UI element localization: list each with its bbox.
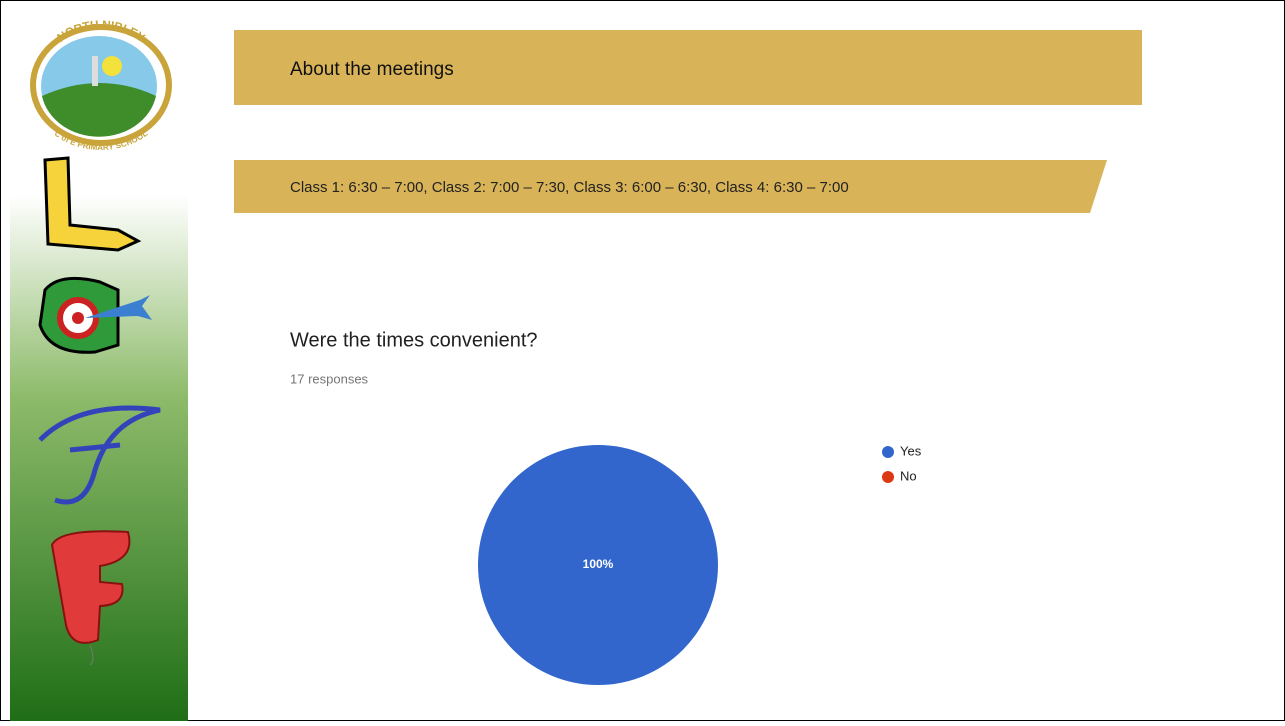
banner-text: Class 1: 6:30 – 7:00, Class 2: 7:00 – 7:…: [290, 179, 849, 196]
banner: [234, 160, 1107, 213]
header-bar: [234, 30, 1142, 105]
legend-label: Yes: [900, 443, 922, 458]
slice-label: 100%: [583, 557, 614, 571]
header-title: About the meetings: [290, 59, 454, 80]
pie-slice: [478, 445, 718, 685]
chart-subtitle: 17 responses: [290, 371, 369, 386]
legend-label: No: [900, 468, 917, 483]
letter-f-balloon-icon: [50, 530, 131, 666]
legend-swatch: [882, 446, 894, 458]
letter-f-script-icon: [38, 405, 161, 505]
chart-title: Were the times convenient?: [290, 329, 538, 351]
legend-swatch: [882, 471, 894, 483]
letter-l-icon: [43, 156, 142, 252]
letter-a-icon: [38, 276, 152, 354]
